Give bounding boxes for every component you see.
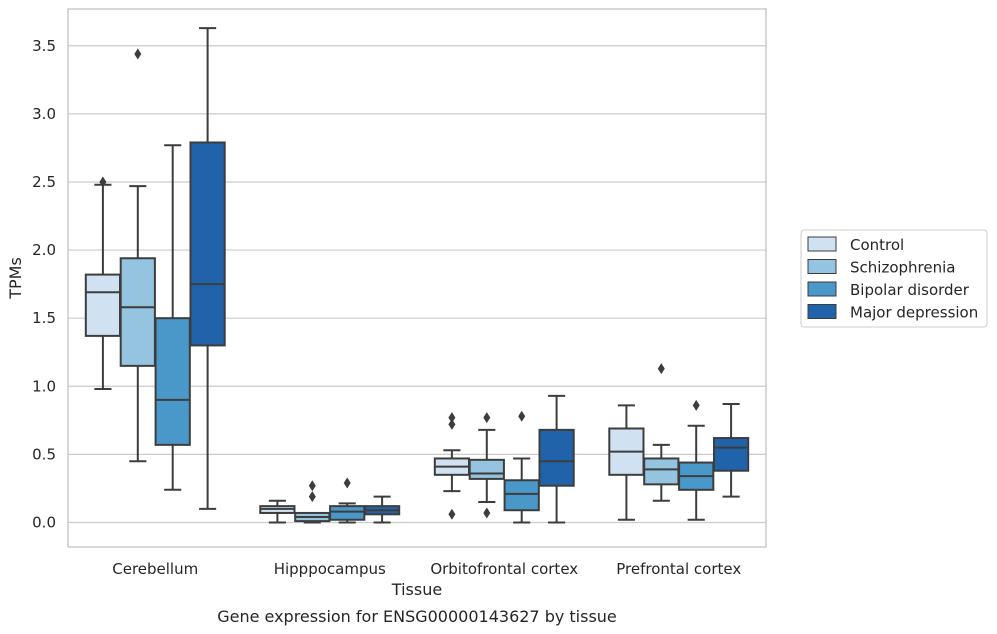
box-groups xyxy=(84,27,750,524)
box-body xyxy=(154,317,191,446)
legend: Control Schizophrenia Bipolar disorder Majo… xyxy=(800,229,988,328)
box-0-2 xyxy=(154,144,191,491)
legend-label: Major depression xyxy=(850,304,978,322)
outlier-point xyxy=(692,399,700,411)
outlier-point xyxy=(343,477,351,489)
figure-caption: Gene expression for ENSG00000143627 by t… xyxy=(217,607,617,626)
legend-swatch xyxy=(807,281,837,297)
y-tick-label: 3.5 xyxy=(32,37,56,55)
box-2-2 xyxy=(503,410,540,524)
x-axis-ticks: Cerebellum Hipppocampus Orbitofrontal cort… xyxy=(112,560,741,578)
box-1-3 xyxy=(363,495,401,524)
outlier-point xyxy=(308,480,316,492)
legend-swatch xyxy=(807,304,837,319)
x-axis-label: Tissue xyxy=(391,580,442,599)
outlier-point xyxy=(448,412,456,424)
box-3-2 xyxy=(678,399,715,521)
box-body xyxy=(643,457,680,486)
box-body xyxy=(468,458,505,480)
y-tick-label: 1.5 xyxy=(32,309,56,327)
y-tick-label: 0.0 xyxy=(32,513,56,531)
legend-swatch xyxy=(807,236,837,252)
outlier-point xyxy=(483,507,491,519)
legend-label: Bipolar disorder xyxy=(850,281,970,299)
outlier-point xyxy=(657,363,665,375)
outlier-point xyxy=(308,491,316,503)
outlier-point xyxy=(448,418,456,430)
x-tick-label: Prefrontal cortex xyxy=(616,560,741,578)
box-1-1 xyxy=(294,480,331,524)
y-tick-label: 3.0 xyxy=(32,105,56,123)
box-0-1 xyxy=(119,48,156,463)
y-tick-label: 2.5 xyxy=(32,173,56,191)
x-tick-label: Cerebellum xyxy=(112,560,198,578)
outlier-point xyxy=(448,508,456,520)
box-3-1 xyxy=(643,363,680,502)
y-axis-ticks: 0.0 0.5 1.0 1.5 2.0 2.5 3.0 3.5 xyxy=(32,37,56,532)
box-0-0 xyxy=(84,176,122,391)
legend-label: Control xyxy=(850,236,904,254)
box-1-0 xyxy=(259,499,296,524)
y-tick-label: 0.5 xyxy=(32,445,56,463)
outlier-point xyxy=(483,412,491,424)
x-tick-label: Orbitofrontal cortex xyxy=(430,560,578,578)
box-0-3 xyxy=(189,27,226,510)
box-2-1 xyxy=(468,412,505,519)
box-1-2 xyxy=(329,477,366,524)
y-tick-label: 1.0 xyxy=(32,377,56,395)
outlier-point xyxy=(134,48,142,60)
box-body xyxy=(329,505,366,521)
box-3-0 xyxy=(608,404,645,521)
outlier-point xyxy=(99,176,107,188)
box-2-3 xyxy=(538,394,575,524)
box-body xyxy=(538,428,575,487)
box-body xyxy=(712,437,750,472)
outlier-point xyxy=(518,410,526,422)
x-tick-label: Hipppocampus xyxy=(274,560,386,578)
box-body xyxy=(84,273,122,337)
y-tick-label: 2.0 xyxy=(32,241,56,259)
legend-swatch xyxy=(807,259,837,274)
box-body xyxy=(189,141,226,347)
box-2-0 xyxy=(433,412,471,520)
y-axis-label: TPMs xyxy=(6,257,25,300)
plot-area-frame xyxy=(67,8,767,548)
box-body xyxy=(503,479,540,512)
legend-label: Schizophrenia xyxy=(850,259,955,277)
legend-frame xyxy=(800,229,988,328)
box-3-3 xyxy=(712,402,750,498)
box-body xyxy=(119,257,156,367)
